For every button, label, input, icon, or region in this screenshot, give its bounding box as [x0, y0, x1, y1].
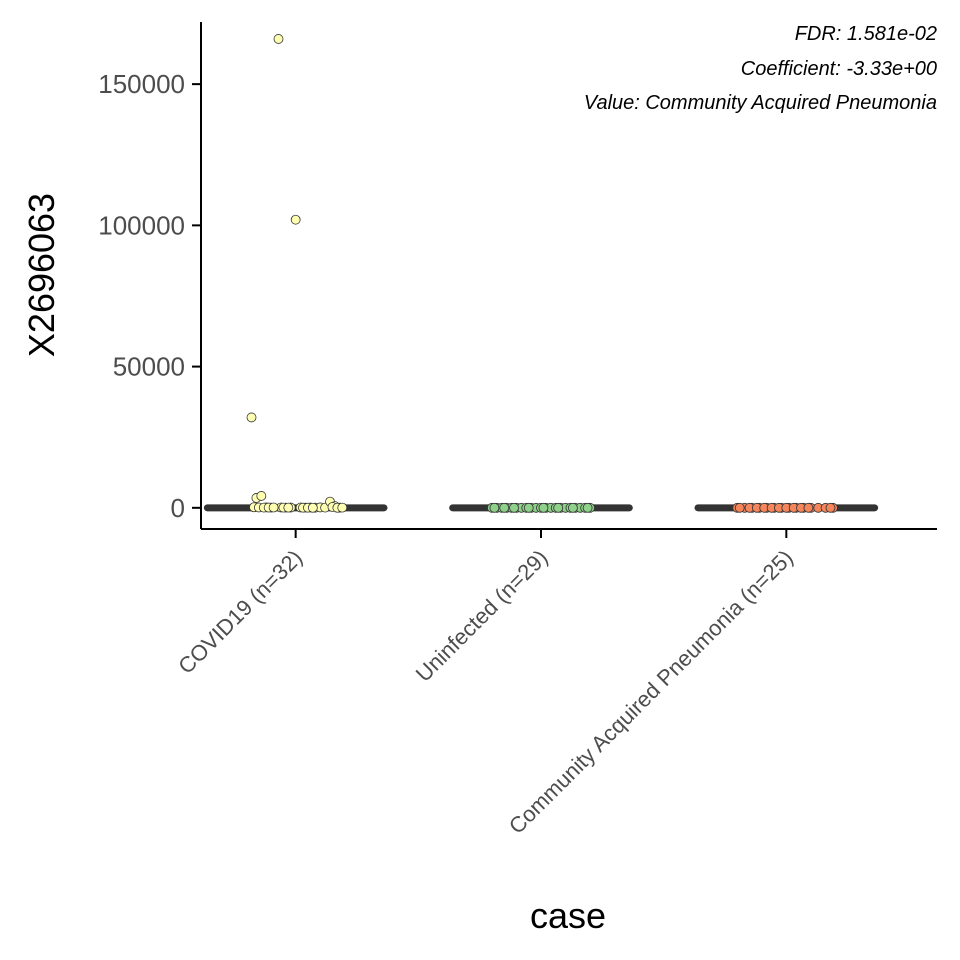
data-point [582, 502, 593, 513]
x-tick-label: Community Acquired Pneumonia (n=25) [504, 545, 798, 839]
data-point [734, 502, 745, 513]
data-point [290, 214, 301, 225]
y-tick-label: 150000 [98, 69, 185, 99]
y-tick-label: 0 [171, 493, 185, 523]
data-point [268, 502, 279, 513]
y-tick-label: 50000 [113, 352, 185, 382]
y-tick-label: 100000 [98, 210, 185, 240]
data-point [825, 502, 836, 513]
data-point [803, 502, 814, 513]
annotation-coefficient: Coefficient: -3.33e+00 [741, 58, 937, 80]
data-point [567, 502, 578, 513]
axes: 0 50000 100000 150000 COVID19 (n=32) Uninfec… [98, 22, 937, 839]
x-tick-label: Uninfected (n=29) [411, 545, 553, 687]
data-point [283, 502, 294, 513]
data-point [256, 491, 267, 501]
annotation-value: Value: Community Acquired Pneumonia [584, 92, 937, 114]
data-point [307, 502, 318, 513]
data-point [246, 412, 257, 423]
x-ticks: COVID19 (n=32) Uninfected (n=29)Community… [173, 529, 798, 839]
y-axis-title: X2696063 [21, 193, 62, 357]
data-point [273, 34, 284, 44]
data-point [538, 502, 549, 513]
data-point [523, 502, 534, 513]
data-point [553, 502, 564, 513]
data-point [499, 502, 510, 513]
x-axis-title: case [530, 895, 606, 936]
annotation-fdr: FDR: 1.581e-02 [795, 23, 937, 45]
x-tick-label: COVID19 (n=32) [173, 545, 307, 679]
data-point [489, 502, 500, 513]
y-ticks: 0 50000 100000 150000 [98, 69, 201, 523]
data-point [509, 502, 519, 513]
data-point [337, 502, 348, 513]
plot-area [203, 34, 879, 513]
annotation-group: FDR: 1.581e-02 Coefficient: -3.33e+00 Va… [584, 23, 937, 114]
